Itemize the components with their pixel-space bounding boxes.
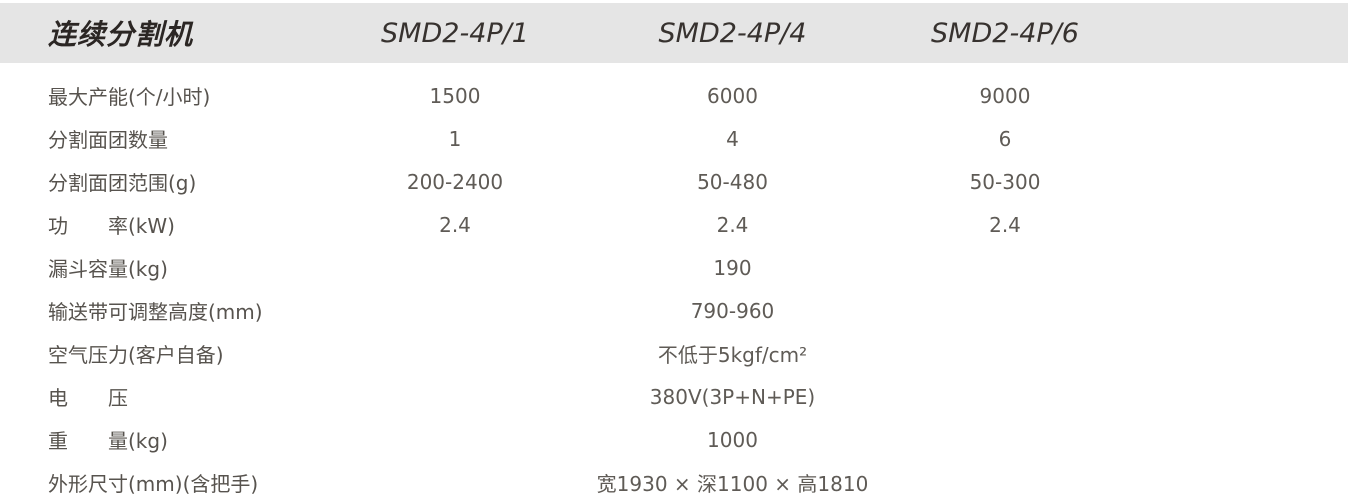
row-label: 输送带可调整高度(mm)	[48, 300, 263, 324]
row-label: 空气压力(客户自备)	[48, 343, 224, 367]
row-label: 分割面团数量	[48, 128, 168, 152]
value-cell: 50-480	[697, 169, 768, 194]
value-cell: 1500	[429, 83, 481, 108]
table-row-voltage: 电 压 380V(3P+N+PE)	[0, 375, 1348, 418]
table-title: 连续分割机	[48, 18, 194, 51]
span-value-cell: 190	[713, 255, 752, 280]
row-label: 最大产能(个/小时)	[48, 85, 211, 109]
span-value-cell: 不低于5kgf/cm²	[657, 343, 808, 367]
value-cell: 2.4	[439, 212, 471, 237]
model-header-smd2-4p-1: SMD2-4P/1	[381, 17, 529, 49]
spec-table-body: 最大产能(个/小时) 1500 6000 9000 分割面团数量 1 4 6 分…	[0, 74, 1348, 504]
table-row-dough-range: 分割面团范围(g) 200-2400 50-480 50-300	[0, 160, 1348, 203]
value-cell: 50-300	[969, 169, 1041, 194]
span-value-cell: 790-960	[690, 298, 775, 323]
table-row-belt-height: 输送带可调整高度(mm) 790-960	[0, 289, 1348, 332]
row-label: 分割面团范围(g)	[48, 171, 197, 195]
table-row-power: 功 率(kW) 2.4 2.4 2.4	[0, 203, 1348, 246]
table-header-row: 连续分割机 SMD2-4P/1 SMD2-4P/4 SMD2-4P/6	[0, 3, 1348, 63]
span-value-cell: 380V(3P+N+PE)	[649, 384, 816, 409]
value-cell: 6000	[707, 83, 758, 108]
table-row-weight: 重 量(kg) 1000	[0, 418, 1348, 461]
model-header-smd2-4p-4: SMD2-4P/4	[658, 17, 807, 49]
row-label: 重 量(kg)	[48, 429, 168, 453]
table-row-air-pressure: 空气压力(客户自备) 不低于5kgf/cm²	[0, 332, 1348, 375]
span-value-cell: 1000	[707, 427, 758, 452]
row-label: 电 压	[48, 386, 128, 410]
table-row-max-capacity: 最大产能(个/小时) 1500 6000 9000	[0, 74, 1348, 117]
value-cell: 9000	[979, 83, 1031, 108]
row-label: 漏斗容量(kg)	[48, 257, 168, 281]
value-cell: 1	[448, 126, 462, 151]
model-header-smd2-4p-6: SMD2-4P/6	[931, 17, 1079, 49]
value-cell: 6	[998, 126, 1012, 151]
table-row-dimensions: 外形尺寸(mm)(含把手) 宽1930 × 深1100 × 高1810	[0, 461, 1348, 504]
value-cell: 200-2400	[406, 169, 504, 194]
table-row-dough-count: 分割面团数量 1 4 6	[0, 117, 1348, 160]
row-label: 功 率(kW)	[48, 214, 175, 238]
table-row-hopper-capacity: 漏斗容量(kg) 190	[0, 246, 1348, 289]
value-cell: 2.4	[989, 212, 1021, 237]
row-label: 外形尺寸(mm)(含把手)	[48, 472, 259, 496]
value-cell: 4	[726, 126, 739, 151]
span-value-cell: 宽1930 × 深1100 × 高1810	[596, 472, 869, 496]
value-cell: 2.4	[716, 212, 749, 237]
